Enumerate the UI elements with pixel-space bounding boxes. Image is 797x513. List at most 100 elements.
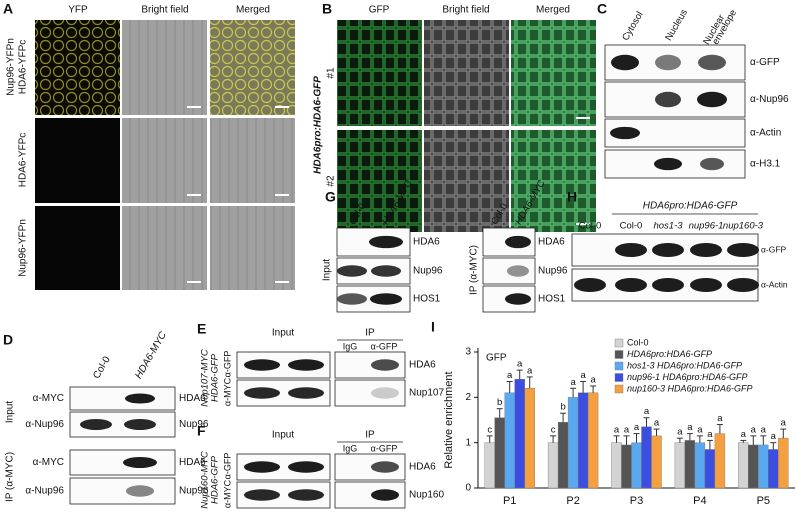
group-label: IP (α-MYC) — [469, 245, 480, 295]
bar — [684, 440, 696, 489]
micrograph — [210, 20, 295, 115]
bar — [577, 392, 589, 489]
band — [611, 54, 639, 71]
band — [371, 489, 399, 501]
bar — [494, 417, 505, 489]
band — [126, 485, 154, 497]
micrograph — [210, 206, 295, 290]
protein-label: HDA6 — [538, 237, 565, 248]
antibody-label: α-GFP — [761, 244, 787, 254]
annotation: GFP — [486, 353, 507, 364]
column-header: α-GFP — [371, 443, 398, 453]
bar — [758, 444, 769, 489]
y-tick-label: 1 — [465, 437, 471, 448]
panel-letter: C — [597, 1, 607, 17]
column-header: Bright field — [442, 5, 489, 16]
legend-swatch — [614, 361, 624, 371]
band — [369, 235, 403, 249]
significance-letter: b — [497, 397, 502, 408]
bar — [778, 437, 789, 489]
bar — [504, 392, 515, 489]
row-label: #1 — [326, 67, 337, 79]
significance-letter: a — [697, 424, 703, 435]
band — [505, 293, 531, 305]
column-header: Col-0 — [620, 221, 643, 232]
column-header: nup160-3 — [723, 221, 764, 232]
significance-letter: a — [751, 424, 757, 435]
x-tick-label: P2 — [566, 495, 579, 507]
antibody-label: α-GFP — [222, 351, 232, 378]
micrograph — [122, 20, 207, 115]
x-tick-label: P3 — [630, 495, 643, 507]
significance-letter: a — [527, 365, 533, 376]
blot — [69, 386, 176, 411]
bar — [694, 442, 706, 489]
bar — [484, 442, 495, 489]
group-label: Input — [272, 430, 294, 441]
protein-label: HOS1 — [538, 294, 566, 305]
column-header: Merged — [236, 5, 270, 16]
significance-letter: a — [677, 427, 683, 438]
strain-label: Nup160-MYC — [200, 451, 211, 509]
band — [124, 419, 156, 430]
band — [371, 461, 399, 473]
column-header: Cytosol — [620, 10, 645, 43]
panel-letter: D — [3, 332, 13, 348]
protein-label: HOS1 — [413, 294, 441, 305]
legend-swatch — [614, 338, 624, 348]
group-label: Input — [322, 259, 333, 281]
band — [690, 277, 722, 293]
blot — [482, 257, 536, 285]
band — [615, 242, 647, 258]
band — [244, 461, 280, 473]
significance-letter: a — [517, 359, 523, 370]
legend-label: nup96-1 HDA6pro:HDA6-GFP — [627, 372, 748, 382]
antibody-label: α-GFP — [750, 57, 780, 68]
significance-letter: a — [741, 429, 747, 440]
band — [371, 359, 399, 371]
antibody-label: α-Nup96 — [750, 94, 789, 105]
bar — [641, 426, 652, 489]
micrograph — [35, 206, 120, 290]
micrograph — [35, 118, 120, 203]
micrograph — [424, 130, 509, 232]
band — [507, 265, 529, 277]
group-label: IP — [365, 430, 375, 441]
band — [337, 265, 367, 277]
antibody-label: α-MYC — [222, 479, 232, 508]
bar — [748, 444, 759, 489]
protein-label: HDA6 — [409, 462, 436, 473]
bar — [557, 422, 569, 489]
band — [337, 293, 367, 305]
significance-letter: a — [781, 418, 787, 429]
x-tick-label: P1 — [503, 495, 516, 507]
protein-label: HDA6 — [179, 393, 206, 404]
bar — [631, 442, 642, 489]
protein-label: Nup107 — [409, 388, 444, 399]
protein-label: HDA6 — [179, 457, 206, 468]
genotype-label: HDA6pro:HDA6-GFP — [643, 201, 738, 212]
bar — [674, 442, 686, 489]
legend-label: hos1-3 HDA6pro:HDA6-GFP — [627, 360, 742, 370]
group-label: Input — [5, 401, 16, 423]
blot — [69, 477, 176, 505]
significance-letter: a — [507, 370, 513, 381]
micrograph — [35, 20, 120, 115]
band — [244, 359, 280, 371]
significance-letter: a — [717, 413, 723, 424]
significance-letter: c — [551, 424, 556, 435]
significance-letter: c — [487, 424, 492, 435]
blot — [334, 379, 406, 407]
panel-letter: F — [197, 423, 206, 439]
band — [655, 91, 681, 108]
bar — [738, 442, 749, 489]
band — [615, 277, 647, 293]
bar — [651, 435, 662, 489]
micrograph — [337, 20, 422, 126]
band — [505, 235, 531, 249]
column-header: YFP — [68, 5, 88, 16]
bar — [621, 444, 632, 489]
micrograph — [122, 118, 207, 203]
